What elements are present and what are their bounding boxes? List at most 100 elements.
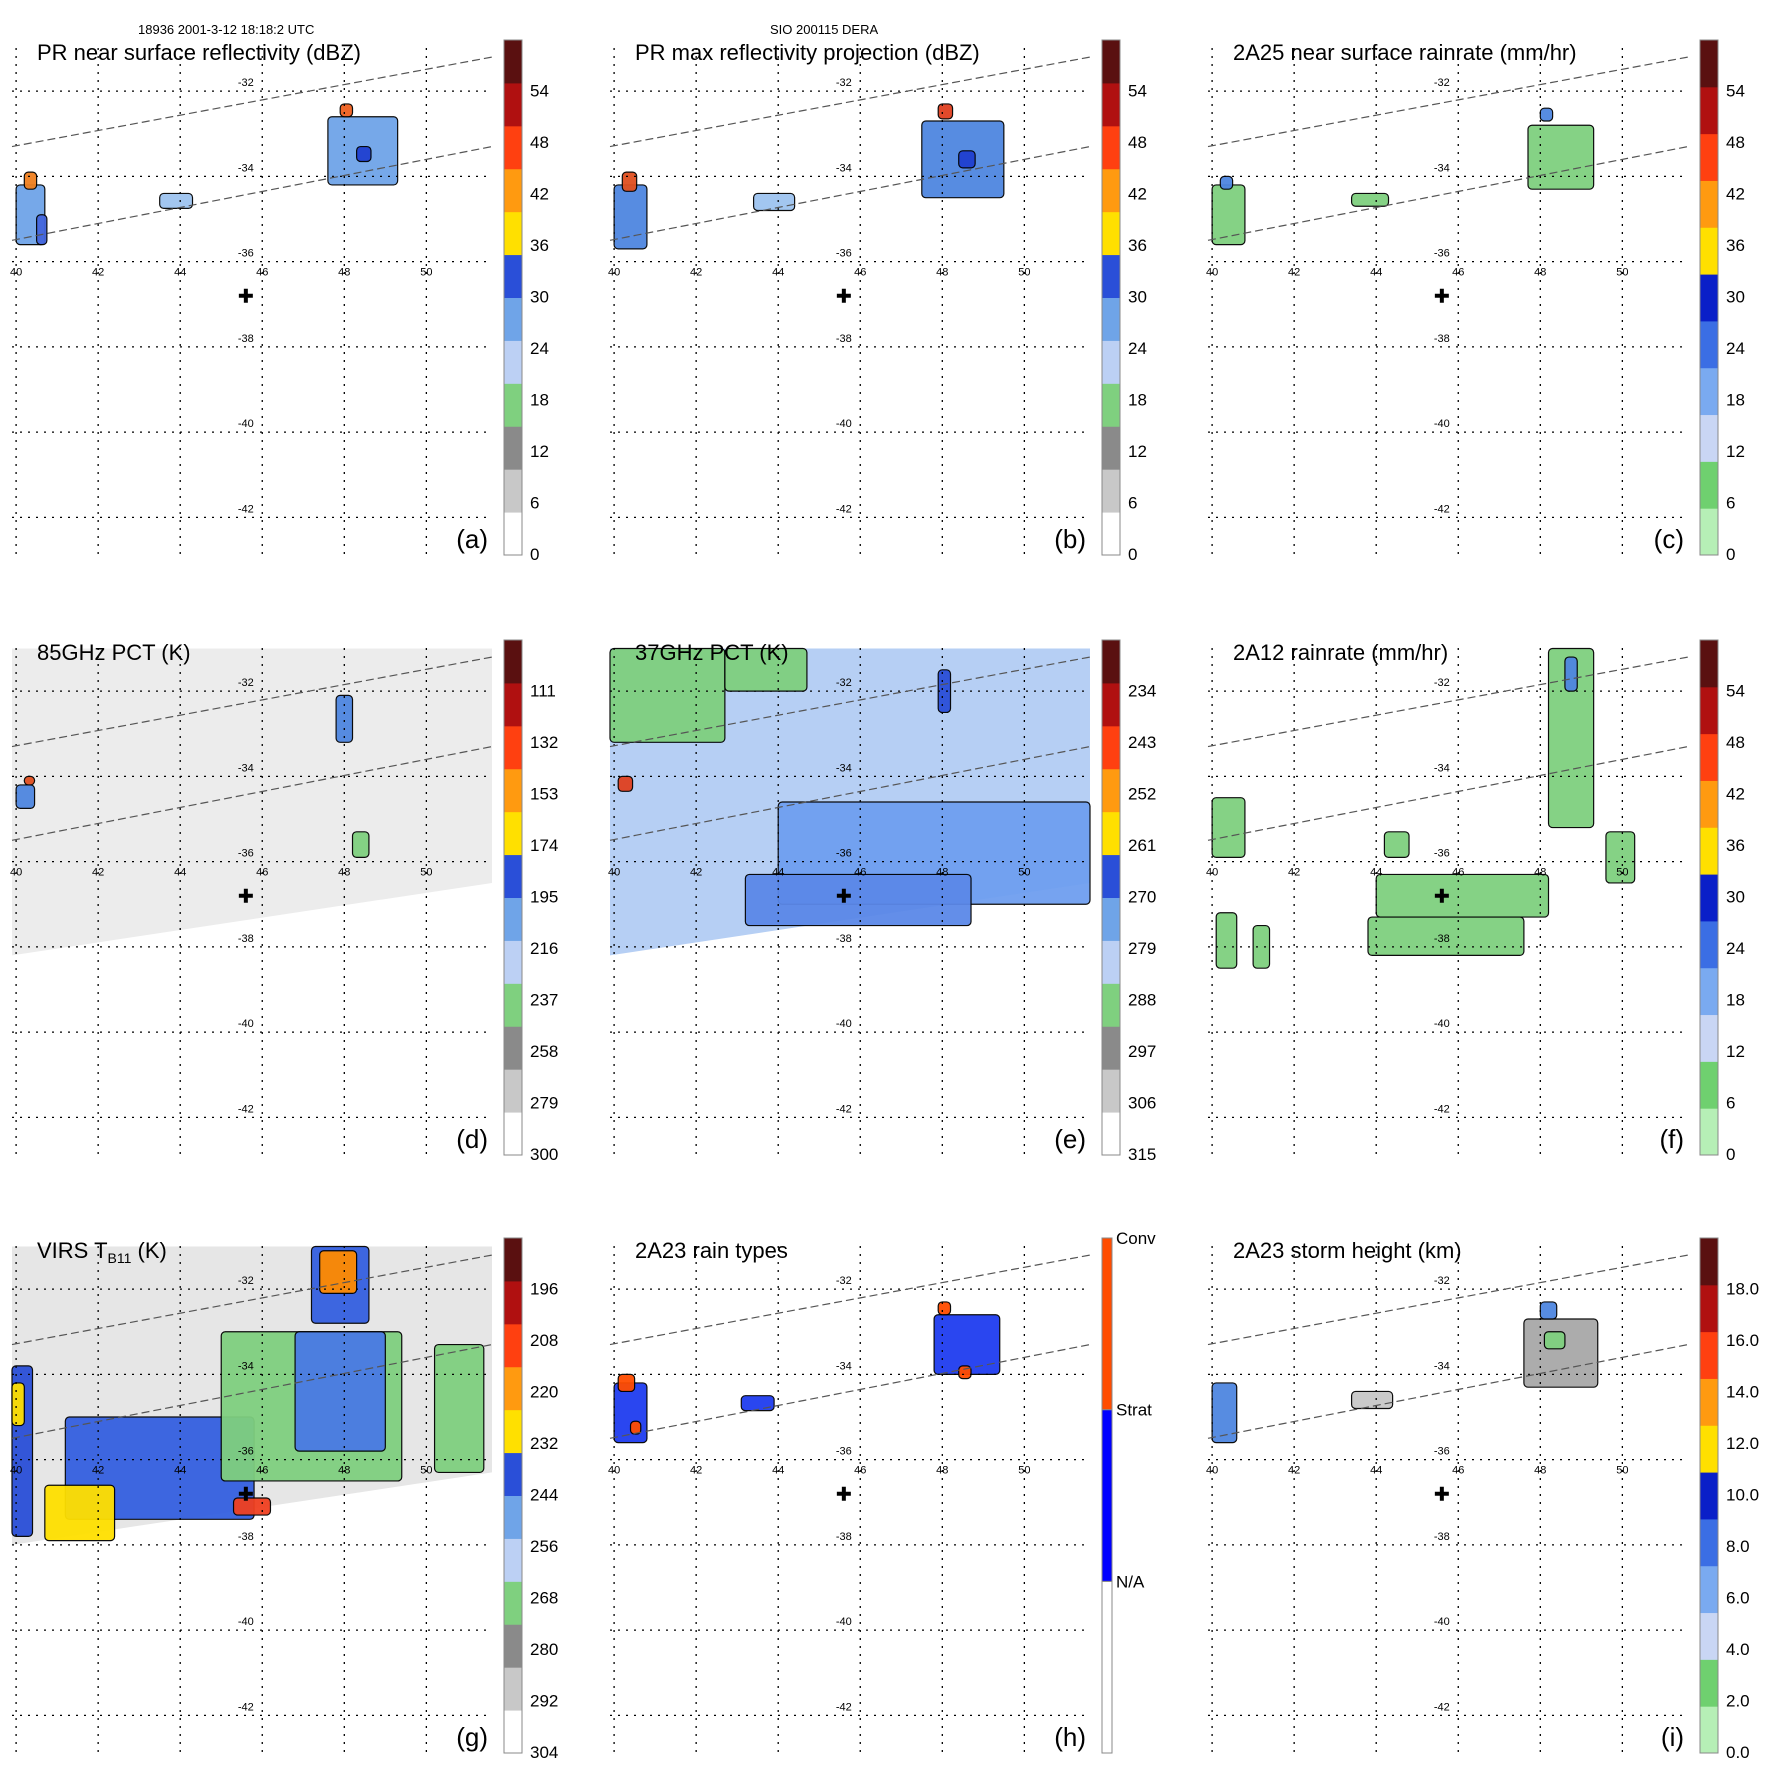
- y-tick-label: -34: [836, 162, 852, 174]
- colorbar-label: 0: [1726, 1145, 1735, 1164]
- orbit-header: 18936 2001-3-12 18:18:2 UTC: [138, 22, 315, 37]
- colorbar-frame: [1699, 639, 1719, 1156]
- data-cell: [958, 1365, 972, 1380]
- y-tick-label: -42: [238, 1103, 254, 1115]
- y-tick-label: -32: [836, 1275, 852, 1287]
- y-tick-label: -32: [238, 1275, 254, 1287]
- swath-edge: [1207, 1254, 1689, 1346]
- colorbar-label: 42: [1128, 185, 1147, 204]
- colorbar-label: 24: [530, 339, 549, 358]
- y-tick-label: -36: [1434, 848, 1450, 860]
- site-marker: [1434, 288, 1449, 303]
- colorbar-swatch: [1700, 1238, 1718, 1286]
- site-marker: [836, 1486, 851, 1501]
- panel-label: (e): [1054, 1124, 1086, 1154]
- site-marker: [836, 888, 851, 903]
- colorbar-label: 243: [1128, 733, 1156, 752]
- panel-label: (d): [456, 1124, 488, 1154]
- y-tick-label: -38: [238, 333, 254, 345]
- data-cell: [339, 103, 354, 118]
- colorbar-category: [1101, 1409, 1113, 1582]
- colorbar-label: 6: [1128, 494, 1137, 513]
- colorbar-swatch: [1102, 211, 1120, 256]
- panel-g: 40 42 44 46 48 50 -32 -34 -36 -38 -40 -42 VIRS TB11 …: [10, 1237, 558, 1762]
- data-cell: [44, 1484, 116, 1542]
- panel-title: 2A23 storm height (km): [1233, 1238, 1462, 1263]
- colorbar-label: 54: [530, 82, 549, 101]
- y-tick-label: -40: [836, 1616, 852, 1628]
- colorbar-swatch: [504, 168, 522, 213]
- colorbar-swatch: [504, 854, 522, 898]
- colorbar-label: 0: [1128, 545, 1137, 564]
- colorbar-swatch: [504, 40, 522, 84]
- colorbar-label: 54: [1726, 682, 1745, 701]
- x-tick-label: 44: [1370, 1465, 1382, 1477]
- data-cell: [724, 647, 808, 692]
- data-cell: [351, 831, 370, 858]
- x-tick-label: 44: [174, 267, 186, 279]
- y-tick-label: -32: [836, 677, 852, 689]
- colorbar-swatch: [1102, 426, 1120, 470]
- panel-label: (c): [1654, 524, 1684, 554]
- colorbar-swatch: [1102, 1069, 1120, 1113]
- x-tick-label: 48: [936, 267, 948, 279]
- colorbar-label: 279: [530, 1094, 558, 1113]
- y-tick-label: -42: [836, 503, 852, 515]
- swath-edge: [609, 745, 1091, 841]
- colorbar-swatch: [504, 1323, 522, 1368]
- x-tick-label: 50: [1018, 867, 1030, 879]
- y-tick-label: -38: [836, 1531, 852, 1543]
- x-tick-label: 44: [174, 1465, 186, 1477]
- colorbar-category-label: N/A: [1116, 1572, 1145, 1591]
- x-tick-label: 46: [1452, 1465, 1464, 1477]
- y-tick-label: -40: [238, 1018, 254, 1030]
- x-tick-label: 48: [338, 267, 350, 279]
- colorbar-swatch: [504, 983, 522, 1027]
- colorbar-swatch: [1700, 686, 1718, 735]
- panel-title: PR max reflectivity projection (dBZ): [635, 40, 980, 65]
- colorbar-swatch: [1700, 40, 1718, 88]
- colorbar-label: 268: [530, 1589, 558, 1608]
- panel-title: PR near surface reflectivity (dBZ): [37, 40, 361, 65]
- data-cell: [752, 192, 796, 212]
- colorbar-label: 232: [530, 1434, 558, 1453]
- swath-edge: [609, 1254, 1091, 1346]
- colorbar-swatch: [1700, 367, 1718, 416]
- x-tick-label: 40: [608, 267, 620, 279]
- y-tick-label: -34: [238, 762, 254, 774]
- x-tick-label: 42: [1288, 1465, 1300, 1477]
- colorbar-swatch: [504, 1667, 522, 1711]
- colorbar-label: 6.0: [1726, 1589, 1750, 1608]
- y-tick-label: -36: [238, 848, 254, 860]
- colorbar-label: 306: [1128, 1094, 1156, 1113]
- colorbar-label: 24: [1726, 339, 1745, 358]
- colorbar-frame: [503, 39, 523, 556]
- colorbar-label: 12.0: [1726, 1434, 1759, 1453]
- y-tick-label: -32: [1434, 77, 1450, 89]
- colorbar-swatch: [504, 469, 522, 513]
- data-cell: [1523, 1318, 1599, 1388]
- x-tick-label: 40: [608, 1465, 620, 1477]
- x-tick-label: 46: [1452, 867, 1464, 879]
- colorbar-swatch: [1700, 1565, 1718, 1614]
- colorbar-label: 315: [1128, 1145, 1156, 1164]
- colorbar-label: 208: [530, 1331, 558, 1350]
- colorbar-swatch: [1102, 983, 1120, 1027]
- colorbar-label: 54: [1726, 82, 1745, 101]
- colorbar-label: 279: [1128, 939, 1156, 958]
- colorbar-swatch: [1102, 254, 1120, 298]
- data-cell: [1367, 916, 1525, 957]
- colorbar-swatch: [1102, 1026, 1120, 1070]
- colorbar-frame: [503, 1237, 523, 1754]
- panel-c: 40 42 44 46 48 50 -32 -34 -36 -38 -40 -42 2A25 near …: [1206, 39, 1745, 564]
- panel-title: 2A25 near surface rainrate (mm/hr): [1233, 40, 1577, 65]
- y-tick-label: -42: [238, 1701, 254, 1713]
- y-tick-label: -42: [836, 1701, 852, 1713]
- data-cell: [1383, 831, 1410, 858]
- colorbar-swatch: [1700, 1518, 1718, 1567]
- colorbar-swatch: [1102, 768, 1120, 813]
- swath-edge: [11, 1254, 493, 1346]
- x-tick-label: 40: [1206, 867, 1218, 879]
- colorbar-swatch: [504, 640, 522, 684]
- colorbar-label: 18: [1726, 991, 1745, 1010]
